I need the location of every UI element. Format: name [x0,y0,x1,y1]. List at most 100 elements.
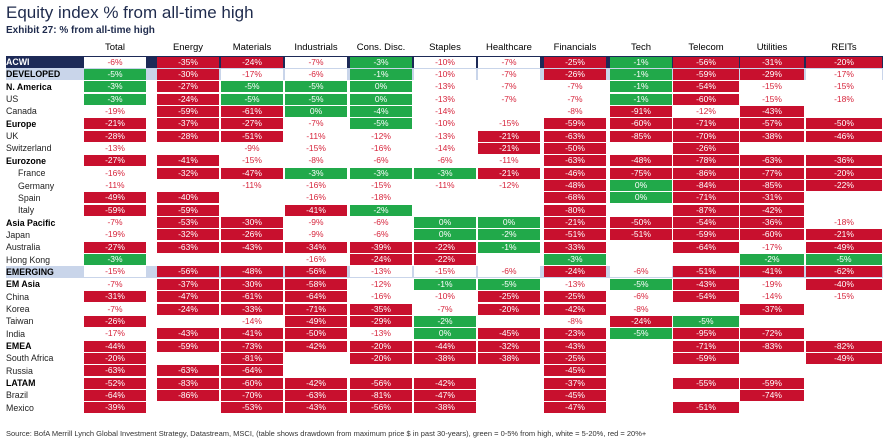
cell-india-energy: -43% [157,328,219,340]
cell-em-asia-total: -7% [84,278,146,290]
cell-asia-pacific-reits: -18% [806,217,882,229]
cell-europe-total: -21% [84,118,146,130]
row-label-acwi: ACWI [6,57,30,67]
row-label-taiwan: Taiwan [6,316,34,327]
cell-switzerland-total: -13% [84,142,146,154]
cell-australia-healthcare: -1% [478,241,540,253]
cell-korea-materials: -33% [221,303,283,315]
cell-emea-healthcare: -32% [478,340,540,352]
cell-germany-materials: -11% [221,180,283,191]
cell-france-utilities: -77% [740,167,804,179]
cell-emerging-industrials: -56% [285,266,347,278]
cell-brazil-financials: -45% [544,389,606,401]
cell-emea-staples: -44% [414,340,476,352]
cell-emea-industrials: -42% [285,340,347,352]
cell-hong-kong-reits: -5% [806,254,882,266]
cell-emerging-materials: -48% [221,266,283,278]
row-label-australia: Australia [6,242,41,253]
cell-china-reits: -15% [806,291,882,303]
cell-developed-healthcare: -7% [478,68,540,80]
cell-india-industrials: -50% [285,328,347,340]
cell-korea-total: -7% [84,303,146,315]
column-header-industrials: Industrials [294,42,338,53]
cell-canada-materials: -61% [221,105,283,117]
cell-france-healthcare: -21% [478,167,540,179]
cell-n-america-industrials: -5% [285,81,347,93]
cell-us-utilities: -15% [740,93,804,105]
cell-acwi-staples: -10% [414,56,476,68]
cell-europe-industrials: -7% [285,118,347,130]
cell-us-tech: -1% [610,93,672,105]
cell-developed-energy: -30% [157,68,219,80]
cell-taiwan-cons-disc: -29% [350,315,412,327]
cell-emea-reits: -82% [806,340,882,352]
cell-us-energy: -24% [157,93,219,105]
cell-brazil-total: -64% [84,389,146,401]
cell-australia-energy: -63% [157,241,219,253]
cell-france-staples: -3% [414,167,476,179]
cell-us-staples: -13% [414,93,476,105]
cell-france-energy: -32% [157,167,219,179]
cell-china-staples: -10% [414,291,476,303]
cell-eurozone-reits: -36% [806,155,882,167]
cell-developed-reits: -17% [806,68,882,80]
cell-developed-tech: -1% [610,68,672,80]
cell-acwi-materials: -24% [221,56,283,68]
cell-asia-pacific-industrials: -9% [285,217,347,229]
cell-emerging-cons-disc: -13% [350,266,412,278]
cell-mexico-materials: -53% [221,402,283,414]
cell-australia-telecom: -64% [673,241,739,253]
cell-switzerland-staples: -14% [414,142,476,154]
row-label-asia-pacific: Asia Pacific [6,217,56,228]
cell-n-america-utilities: -15% [740,81,804,93]
cell-us-telecom: -60% [673,93,739,105]
cell-germany-utilities: -85% [740,180,804,191]
cell-acwi-reits: -20% [806,56,882,68]
cell-uk-total: -28% [84,130,146,142]
cell-hong-kong-industrials: -16% [285,254,347,266]
cell-japan-materials: -26% [221,229,283,241]
cell-russia-materials: -64% [221,365,283,377]
cell-latam-industrials: -42% [285,377,347,389]
cell-europe-telecom: -71% [673,118,739,130]
cell-acwi-total: -6% [84,56,146,68]
cell-france-cons-disc: -3% [350,167,412,179]
cell-france-total: -16% [84,167,146,179]
row-label-emea: EMEA [6,341,32,352]
cell-acwi-tech: -1% [610,56,672,68]
column-header-cons-disc: Cons. Disc. [356,42,406,53]
row-label-canada: Canada [6,106,37,117]
cell-asia-pacific-total: -7% [84,217,146,229]
cell-switzerland-industrials: -15% [285,142,347,154]
cell-us-materials: -5% [221,93,283,105]
cell-taiwan-financials: -8% [544,315,606,327]
cell-spain-total: -49% [84,192,146,204]
cell-eurozone-financials: -63% [544,155,606,167]
row-label-russia: Russia [6,365,33,376]
cell-germany-industrials: -16% [285,180,347,191]
cell-emerging-utilities: -41% [740,266,804,278]
cell-emea-energy: -59% [157,340,219,352]
cell-brazil-cons-disc: -81% [350,389,412,401]
cell-taiwan-materials: -14% [221,315,283,327]
cell-n-america-tech: -1% [610,81,672,93]
cell-uk-energy: -28% [157,130,219,142]
cell-italy-financials: -80% [544,204,606,216]
cell-japan-healthcare: -2% [478,229,540,241]
cell-hong-kong-cons-disc: -24% [350,254,412,266]
cell-em-asia-materials: -30% [221,278,283,290]
cell-japan-cons-disc: -6% [350,229,412,241]
cell-em-asia-healthcare: -5% [478,278,540,290]
row-label-mexico: Mexico [6,402,34,413]
cell-emerging-total: -15% [84,266,146,278]
cell-china-cons-disc: -16% [350,291,412,303]
cell-germany-healthcare: -12% [478,180,540,191]
cell-europe-healthcare: -15% [478,118,540,130]
row-label-india: India [6,328,26,339]
cell-asia-pacific-tech: -50% [610,217,672,229]
cell-uk-staples: -13% [414,130,476,142]
cell-uk-materials: -51% [221,130,283,142]
cell-canada-energy: -59% [157,105,219,117]
cell-eurozone-materials: -15% [221,155,283,167]
